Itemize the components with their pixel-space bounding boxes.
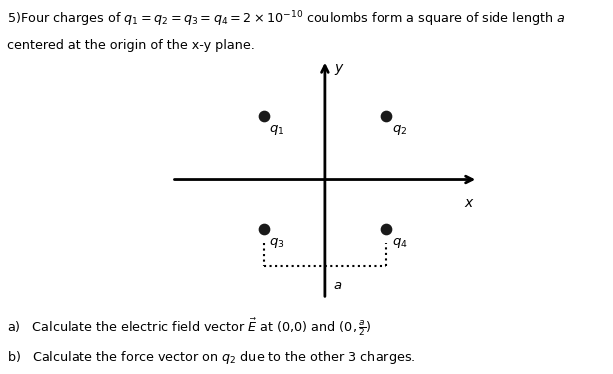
Text: $q_3$: $q_3$: [269, 236, 285, 250]
Text: $q_1$: $q_1$: [269, 123, 285, 137]
Text: $x$: $x$: [463, 196, 474, 210]
Point: [259, 226, 268, 232]
Text: b)   Calculate the force vector on $q_2$ due to the other 3 charges.: b) Calculate the force vector on $q_2$ d…: [7, 349, 416, 365]
Point: [381, 113, 391, 119]
Text: centered at the origin of the x-y plane.: centered at the origin of the x-y plane.: [7, 39, 255, 52]
Text: $q_2$: $q_2$: [392, 123, 407, 137]
Point: [381, 226, 391, 232]
Text: $a$: $a$: [333, 279, 342, 292]
Text: $q_4$: $q_4$: [392, 236, 408, 250]
Text: a)   Calculate the electric field vector $\vec{E}$ at (0,0) and $(0,\frac{a}{2}): a) Calculate the electric field vector $…: [7, 316, 372, 338]
Point: [259, 113, 268, 119]
Text: $y$: $y$: [335, 61, 345, 77]
Text: 5)Four charges of $q_1 = q_2 = q_3 = q_4 = 2 \times 10^{-10}$ coulombs form a sq: 5)Four charges of $q_1 = q_2 = q_3 = q_4…: [7, 9, 566, 29]
